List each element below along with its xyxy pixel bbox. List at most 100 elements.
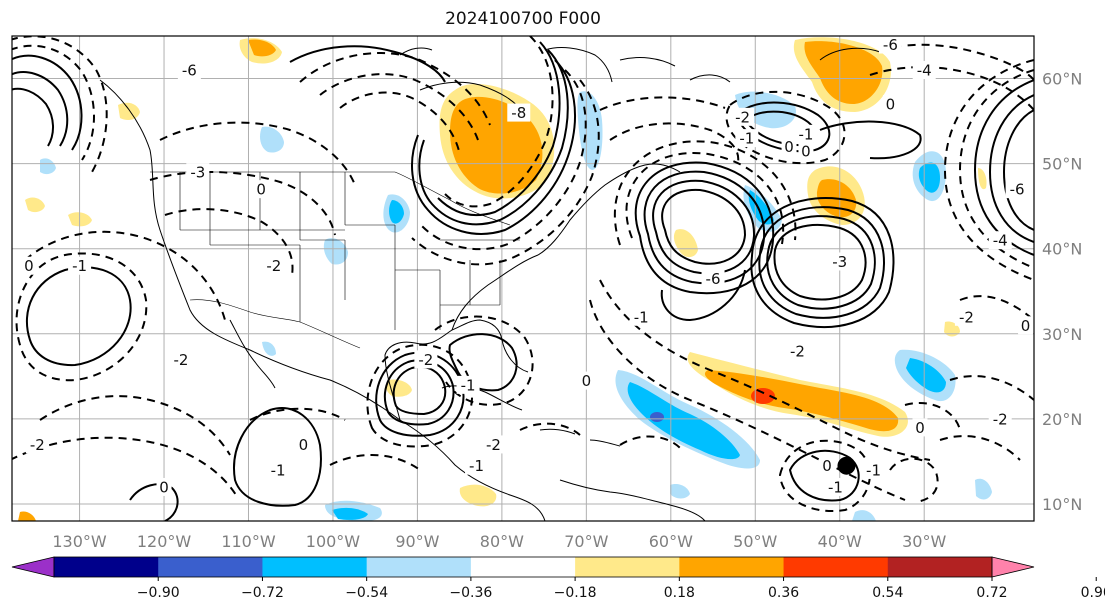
lat-tick-label: 30°N (1042, 325, 1082, 344)
contour-label-bg (878, 36, 902, 54)
contour-label: -2 (993, 410, 1008, 428)
contour-label-bg (731, 107, 755, 126)
colorbar-label: 0.54 (872, 585, 903, 601)
colorbar-swatch (679, 557, 785, 577)
contour-label: -2 (266, 257, 281, 275)
contour-label: 0 (784, 138, 794, 156)
contour-label: -6 (1010, 181, 1025, 199)
lon-tick-label: 60°W (649, 532, 693, 551)
storm-position-marker (837, 456, 856, 475)
contour-label: -3 (190, 164, 205, 182)
lon-tick-label: 40°W (818, 532, 862, 551)
map-frame (11, 35, 1035, 522)
map-title: 2024100700 F000 (445, 9, 601, 29)
contour-label: -1 (866, 461, 881, 479)
contour-label-bg (629, 307, 653, 326)
contour-label: -2 (418, 351, 433, 369)
contour-label-bg (456, 375, 480, 394)
contour-label-bg (1018, 316, 1034, 335)
contour-label: 0 (24, 257, 34, 275)
contour-label-bg (862, 460, 886, 479)
lon-tick-label: 110°W (221, 532, 276, 551)
contour-label: 0 (159, 478, 169, 496)
contour-label-bg (578, 371, 594, 390)
colorbar-extend-low (11, 556, 55, 578)
contour-label: -4 (917, 62, 932, 80)
contour-label: -2 (959, 308, 974, 326)
colorbar-label: −0.18 (554, 585, 597, 601)
contour-label-bg (414, 350, 438, 369)
contour-label-bg (21, 256, 37, 275)
longitude-axis: 130°W 120°W 110°W 100°W 90°W 80°W 70°W 60°W 50°W… (52, 532, 946, 551)
contour-lines (12, 36, 1034, 521)
contour-label: 0 (822, 457, 832, 475)
contour-label: -1 (72, 257, 87, 275)
lon-tick-label: 130°W (52, 532, 107, 551)
colorbar-label: 0.72 (976, 585, 1007, 601)
contour-label: -6 (706, 270, 721, 288)
contour-label-bg (794, 124, 818, 143)
contour-label: -1 (739, 130, 754, 148)
contour-label: -1 (271, 461, 286, 479)
contour-label: -2 (30, 436, 45, 454)
contour-label-bg (156, 477, 172, 496)
colorbar-swatch (158, 557, 263, 577)
contour-label: -1 (798, 125, 813, 143)
contour-label: 0 (256, 181, 266, 199)
colorbar-label: 0.90 (1081, 585, 1105, 601)
colorbar-swatch (54, 557, 159, 577)
contour-label-bg (253, 180, 269, 199)
contour-label-bg (465, 456, 489, 475)
contour-label-bg (262, 256, 286, 275)
contour-label: -4 (993, 232, 1008, 250)
colorbar-label: 0.18 (664, 585, 695, 601)
lon-tick-label: 90°W (395, 532, 439, 551)
colorbar-label: −0.36 (449, 585, 492, 601)
lat-tick-label: 60°N (1042, 70, 1082, 89)
contour-label: -1 (828, 478, 843, 496)
contour-label: 0 (299, 436, 309, 454)
contour-label: -1 (634, 308, 649, 326)
contour-label-bg (295, 435, 311, 454)
contour-label-bg (912, 418, 928, 437)
contour-label: -6 (883, 36, 898, 54)
lon-tick-label: 100°W (306, 532, 361, 551)
contour-labels: -6-30-20 -1-2-2-100-8-2-1-2-10-1-6-3-2-10… (21, 36, 1034, 496)
contour-label: -6 (182, 62, 197, 80)
contour-label-bg (169, 350, 193, 369)
colorbar-frame (53, 556, 993, 578)
contour-label-bg (507, 103, 531, 122)
contour-label: -2 (173, 351, 188, 369)
lat-tick-label: 10°N (1042, 495, 1082, 514)
contour-label: 0 (582, 372, 592, 390)
contour-label-bg (988, 231, 1012, 250)
contour-label-bg (954, 307, 978, 326)
contour-label: -8 (511, 104, 526, 122)
contour-label-bg (186, 163, 210, 182)
lon-tick-label: 50°W (733, 532, 777, 551)
contour-label-bg (781, 137, 797, 156)
colorbar-swatch (575, 557, 680, 577)
lon-tick-label: 80°W (480, 532, 524, 551)
colorbar-swatch (366, 557, 472, 577)
colorbar-swatch (470, 557, 576, 577)
contour-label: 0 (886, 96, 896, 114)
lon-tick-label: 120°W (137, 532, 192, 551)
contour-label-bg (786, 341, 810, 360)
contour-label-bg (177, 61, 201, 80)
colorbar-extend-high (991, 556, 1035, 578)
contour-label-bg (735, 129, 759, 148)
colorbar: −0.90 −0.72 −0.54 −0.36 −0.18 0.18 0.36 0.54 0.7… (11, 556, 1105, 601)
colorbar-swatch (262, 557, 368, 577)
contour-label: -3 (832, 253, 847, 271)
contour-label-bg (701, 269, 725, 288)
contour-label-bg (1005, 180, 1029, 199)
contour-label-bg (68, 256, 92, 275)
contour-label-bg (988, 409, 1012, 428)
contour-label: 0 (801, 142, 811, 160)
contour-label: -1 (469, 457, 484, 475)
colorbar-label: −0.54 (345, 585, 388, 601)
contour-label: -2 (735, 108, 750, 126)
contour-label: 0 (915, 419, 925, 437)
